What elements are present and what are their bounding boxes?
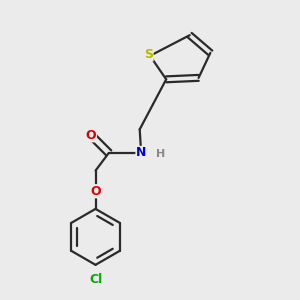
Text: H: H: [156, 149, 165, 159]
Text: N: N: [136, 146, 146, 159]
Text: O: O: [86, 129, 96, 142]
Text: S: S: [144, 48, 153, 61]
Text: O: O: [90, 185, 101, 198]
Text: Cl: Cl: [89, 273, 102, 286]
